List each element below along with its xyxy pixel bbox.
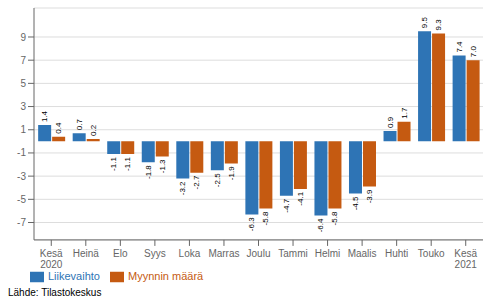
svg-text:1: 1 [20, 124, 26, 135]
svg-text:-1.1: -1.1 [109, 157, 118, 171]
svg-text:9.3: 9.3 [434, 19, 443, 31]
html-text:Lähde: Tilastokeskus: Lähde: Tilastokeskus [8, 287, 102, 298]
svg-text:1.7: 1.7 [400, 107, 409, 119]
svg-text:-1.3: -1.3 [158, 159, 167, 173]
svg-text:Heinä: Heinä [73, 248, 100, 259]
svg-text:Touko: Touko [418, 248, 445, 259]
html-text:Myynnin määrä: Myynnin määrä [128, 269, 204, 282]
svg-text:-6.4: -6.4 [316, 218, 325, 232]
svg-text:3: 3 [20, 101, 26, 112]
svg-text:0.7: 0.7 [75, 119, 84, 131]
svg-text:-5.8: -5.8 [330, 211, 339, 225]
svg-text:-3: -3 [17, 171, 26, 182]
svg-text:Tammi: Tammi [278, 248, 307, 259]
svg-text:Elo: Elo [113, 248, 128, 259]
svg-text:9: 9 [20, 32, 26, 43]
svg-text:Syys: Syys [144, 248, 166, 259]
svg-text:-1.8: -1.8 [144, 165, 153, 179]
svg-text:0.4: 0.4 [54, 122, 63, 134]
svg-text:Joulu: Joulu [247, 248, 271, 259]
svg-text:7.4: 7.4 [455, 41, 464, 53]
svg-text:-4.1: -4.1 [296, 191, 305, 205]
svg-text:Kesä2020: Kesä2020 [40, 248, 63, 270]
svg-text:-3.9: -3.9 [365, 189, 374, 203]
svg-text:Marras: Marras [208, 248, 239, 259]
svg-text:7: 7 [20, 55, 26, 66]
svg-text:9.5: 9.5 [420, 17, 429, 29]
svg-text:0.9: 0.9 [386, 116, 395, 128]
svg-text:Loka: Loka [179, 248, 201, 259]
svg-text:Huhti: Huhti [385, 248, 408, 259]
svg-text:-1: -1 [17, 147, 26, 158]
svg-text:-3.2: -3.2 [178, 181, 187, 195]
svg-text:-5.8: -5.8 [261, 211, 270, 225]
svg-text:-6.3: -6.3 [247, 217, 256, 231]
svg-text:-1.1: -1.1 [123, 157, 132, 171]
svg-text:Maalis: Maalis [348, 248, 377, 259]
svg-text:-4.5: -4.5 [351, 196, 360, 210]
svg-text:0.2: 0.2 [89, 124, 98, 136]
svg-text:-5: -5 [17, 194, 26, 205]
svg-text:1.4: 1.4 [40, 110, 49, 122]
svg-text:-2.5: -2.5 [213, 173, 222, 187]
svg-text:-4.7: -4.7 [282, 198, 291, 212]
svg-text:Kesä2021: Kesä2021 [454, 248, 477, 270]
svg-text:Helmi: Helmi [315, 248, 341, 259]
svg-text:-1.9: -1.9 [227, 166, 236, 180]
svg-text:-2.7: -2.7 [192, 175, 201, 189]
svg-text:-7: -7 [17, 217, 26, 228]
svg-text:7.0: 7.0 [469, 46, 478, 58]
svg-text:5: 5 [20, 78, 26, 89]
html-text:Liikevaihto: Liikevaihto [48, 269, 100, 282]
